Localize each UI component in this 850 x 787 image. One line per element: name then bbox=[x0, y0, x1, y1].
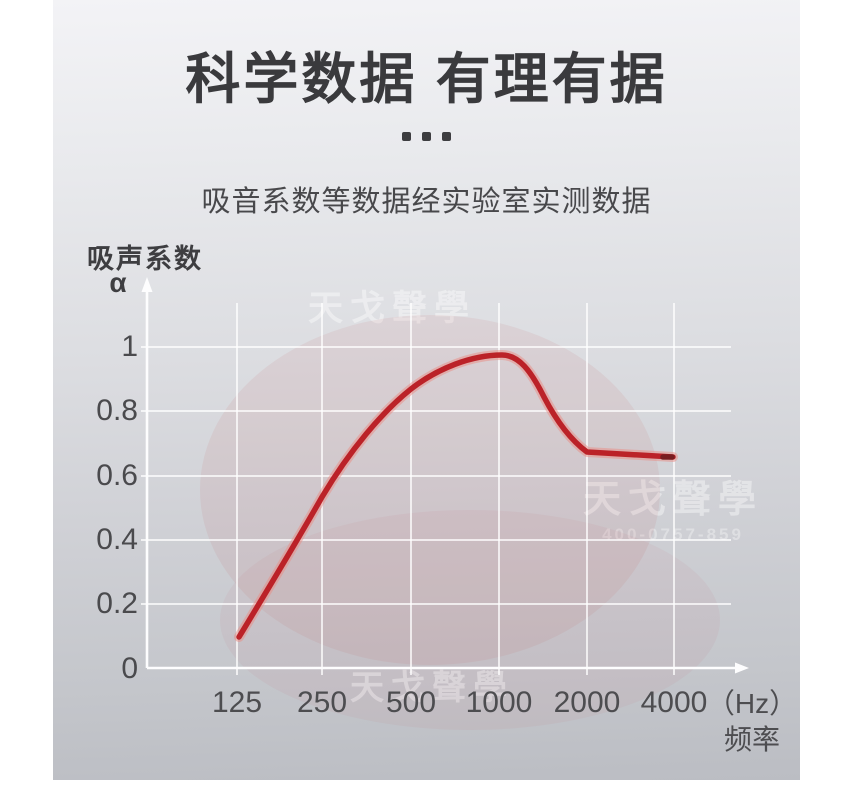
y-axis-title: 吸声系数 bbox=[87, 244, 203, 274]
x-tick-label: 250 bbox=[296, 686, 348, 719]
y-axis-symbol: α bbox=[109, 267, 127, 298]
separator-dot bbox=[422, 132, 431, 141]
x-tick-label: 125 bbox=[211, 686, 263, 719]
separator-dot bbox=[442, 132, 451, 141]
chart-caption: 吸音系数等数据经实验室实测数据 bbox=[201, 186, 652, 218]
x-axis-title: 频率 bbox=[723, 724, 780, 755]
y-tick-label: 1 bbox=[121, 330, 138, 363]
y-tick-label: 0.6 bbox=[96, 459, 138, 492]
x-tick-label: 4000 bbox=[640, 686, 708, 719]
background-card bbox=[53, 0, 800, 780]
separator-dot bbox=[402, 132, 411, 141]
page-title: 科学数据 有理有据 bbox=[185, 48, 668, 110]
y-tick-label: 0 bbox=[121, 652, 138, 685]
y-tick-label: 0.2 bbox=[96, 587, 138, 620]
x-tick-label: 1000 bbox=[465, 686, 533, 719]
y-tick-label: 0.8 bbox=[96, 394, 138, 427]
y-tick-label: 0.4 bbox=[96, 523, 138, 556]
x-tick-label: 500 bbox=[385, 686, 437, 719]
x-axis-unit: （Hz） bbox=[706, 688, 798, 719]
dots-separator bbox=[53, 132, 800, 141]
x-tick-label: 2000 bbox=[553, 686, 621, 719]
